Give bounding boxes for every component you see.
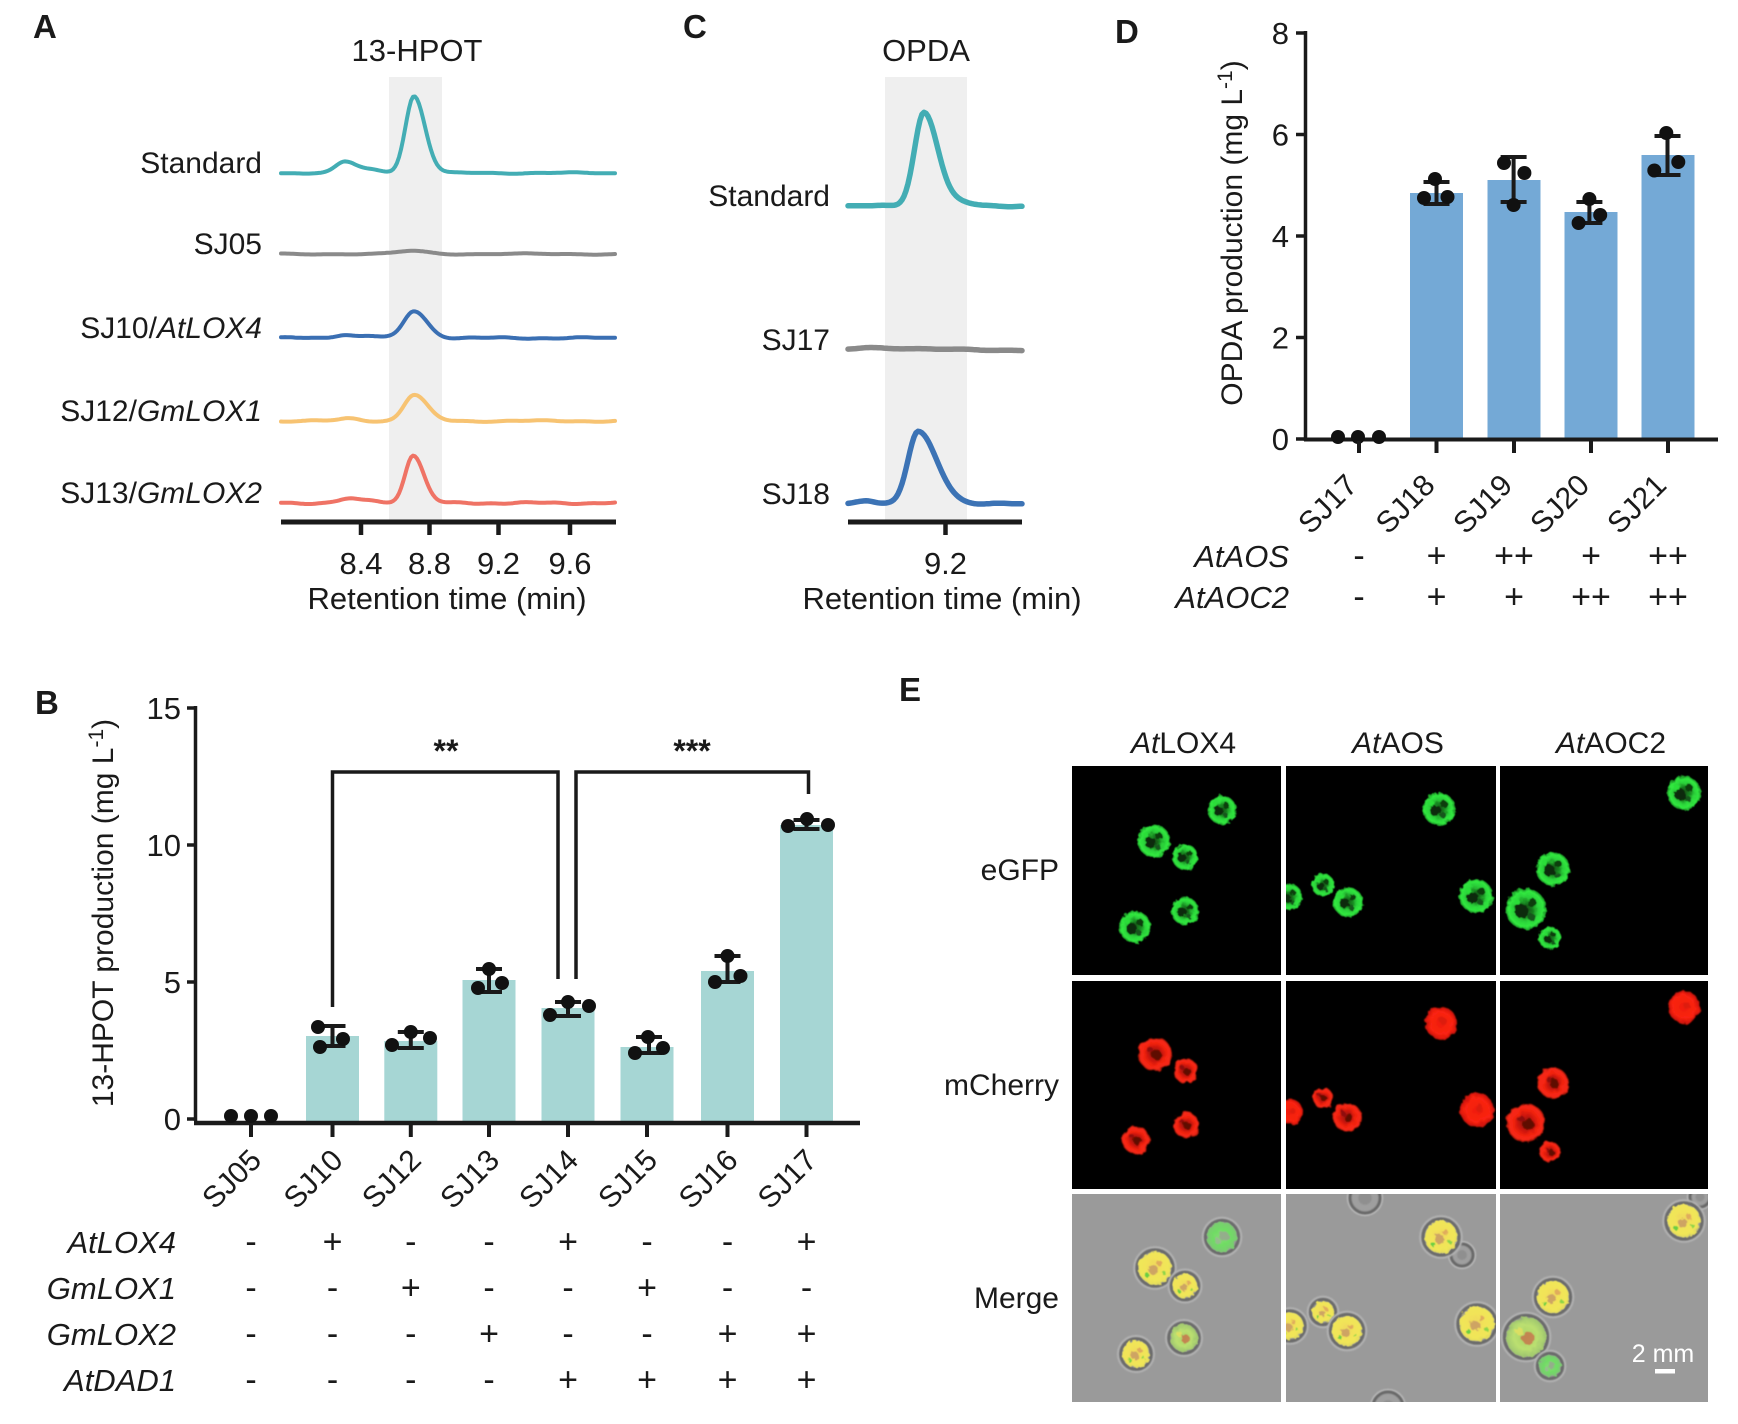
svg-text:AtAOS: AtAOS bbox=[1192, 539, 1289, 574]
svg-text:-: - bbox=[405, 1223, 416, 1261]
svg-text:8.8: 8.8 bbox=[408, 546, 451, 581]
svg-text:6: 6 bbox=[1272, 118, 1289, 153]
svg-text:+: + bbox=[637, 1361, 657, 1399]
svg-text:++: ++ bbox=[1648, 537, 1688, 575]
svg-text:2 mm: 2 mm bbox=[1632, 1340, 1695, 1368]
svg-text:-: - bbox=[722, 1223, 733, 1261]
svg-text:OPDA production (mg L-1): OPDA production (mg L-1) bbox=[1214, 60, 1249, 406]
svg-text:GmLOX1: GmLOX1 bbox=[47, 1271, 176, 1306]
svg-text:AtLOX4: AtLOX4 bbox=[1129, 727, 1236, 760]
svg-text:+: + bbox=[558, 1361, 578, 1399]
svg-text:AtDAD1: AtDAD1 bbox=[62, 1363, 176, 1398]
svg-text:-: - bbox=[245, 1269, 256, 1307]
svg-text:-: - bbox=[405, 1315, 416, 1353]
svg-text:A: A bbox=[33, 8, 57, 45]
svg-text:Retention time (min): Retention time (min) bbox=[307, 581, 586, 616]
svg-text:8.4: 8.4 bbox=[339, 546, 382, 581]
svg-text:13-HPOT production (mg L-1): 13-HPOT production (mg L-1) bbox=[85, 719, 120, 1107]
svg-text:++: ++ bbox=[1648, 578, 1688, 616]
svg-text:B: B bbox=[35, 684, 59, 721]
svg-text:9.6: 9.6 bbox=[548, 546, 591, 581]
svg-text:10: 10 bbox=[147, 828, 181, 863]
svg-text:Standard: Standard bbox=[708, 180, 830, 213]
svg-text:+: + bbox=[323, 1223, 343, 1261]
svg-text:-: - bbox=[405, 1361, 416, 1399]
svg-text:-: - bbox=[801, 1269, 812, 1307]
svg-text:SJ12/GmLOX1: SJ12/GmLOX1 bbox=[60, 395, 262, 428]
svg-text:+: + bbox=[797, 1361, 817, 1399]
svg-text:++: ++ bbox=[1494, 537, 1534, 575]
svg-text:**: ** bbox=[434, 733, 459, 769]
svg-text:-: - bbox=[327, 1269, 338, 1307]
svg-text:+: + bbox=[401, 1269, 421, 1307]
svg-text:-: - bbox=[327, 1315, 338, 1353]
svg-text:+: + bbox=[797, 1315, 817, 1353]
svg-text:-: - bbox=[483, 1269, 494, 1307]
svg-text:+: + bbox=[1504, 578, 1524, 616]
svg-text:SJ17: SJ17 bbox=[762, 324, 830, 357]
svg-text:C: C bbox=[683, 8, 707, 45]
svg-text:AtAOC2: AtAOC2 bbox=[1554, 727, 1666, 760]
svg-text:+: + bbox=[479, 1315, 499, 1353]
svg-text:13-HPOT: 13-HPOT bbox=[352, 33, 483, 68]
svg-text:-: - bbox=[245, 1361, 256, 1399]
svg-text:-: - bbox=[245, 1223, 256, 1261]
svg-text:+: + bbox=[718, 1361, 738, 1399]
svg-text:+: + bbox=[1581, 537, 1601, 575]
svg-text:SJ10/AtLOX4: SJ10/AtLOX4 bbox=[80, 312, 262, 345]
svg-text:SJ18: SJ18 bbox=[762, 478, 830, 511]
svg-text:-: - bbox=[327, 1361, 338, 1399]
svg-text:2: 2 bbox=[1272, 321, 1289, 356]
svg-text:9.2: 9.2 bbox=[477, 546, 520, 581]
svg-text:AtAOC2: AtAOC2 bbox=[1173, 580, 1289, 615]
svg-text:Merge: Merge bbox=[974, 1282, 1059, 1315]
svg-text:D: D bbox=[1115, 13, 1139, 50]
svg-text:AtAOS: AtAOS bbox=[1350, 727, 1444, 760]
svg-text:-: - bbox=[562, 1269, 573, 1307]
svg-text:Retention time (min): Retention time (min) bbox=[802, 581, 1081, 616]
svg-text:E: E bbox=[899, 671, 921, 708]
svg-text:GmLOX2: GmLOX2 bbox=[47, 1317, 176, 1352]
svg-text:-: - bbox=[641, 1315, 652, 1353]
svg-text:SJ13/GmLOX2: SJ13/GmLOX2 bbox=[60, 477, 262, 510]
svg-text:SJ05: SJ05 bbox=[194, 228, 262, 261]
svg-text:+: + bbox=[558, 1223, 578, 1261]
svg-text:+: + bbox=[718, 1315, 738, 1353]
svg-text:-: - bbox=[1353, 578, 1364, 616]
svg-text:8: 8 bbox=[1272, 16, 1289, 51]
svg-text:-: - bbox=[483, 1223, 494, 1261]
svg-text:-: - bbox=[245, 1315, 256, 1353]
svg-text:mCherry: mCherry bbox=[944, 1069, 1059, 1102]
svg-text:-: - bbox=[722, 1269, 733, 1307]
svg-text:+: + bbox=[1427, 537, 1447, 575]
svg-text:+: + bbox=[1427, 578, 1447, 616]
svg-text:-: - bbox=[641, 1223, 652, 1261]
svg-text:***: *** bbox=[673, 733, 711, 769]
svg-text:-: - bbox=[562, 1315, 573, 1353]
svg-text:-: - bbox=[483, 1361, 494, 1399]
svg-text:Standard: Standard bbox=[140, 147, 262, 180]
svg-text:+: + bbox=[637, 1269, 657, 1307]
svg-text:15: 15 bbox=[147, 691, 181, 726]
svg-text:OPDA: OPDA bbox=[882, 33, 970, 68]
svg-text:AtLOX4: AtLOX4 bbox=[65, 1225, 176, 1260]
svg-text:+: + bbox=[797, 1223, 817, 1261]
svg-text:5: 5 bbox=[164, 965, 181, 1000]
svg-text:eGFP: eGFP bbox=[981, 854, 1059, 887]
svg-text:9.2: 9.2 bbox=[924, 546, 967, 581]
svg-text:0: 0 bbox=[164, 1102, 181, 1137]
svg-text:0: 0 bbox=[1272, 422, 1289, 457]
svg-text:4: 4 bbox=[1272, 219, 1289, 254]
svg-text:++: ++ bbox=[1571, 578, 1611, 616]
svg-text:-: - bbox=[1353, 537, 1364, 575]
